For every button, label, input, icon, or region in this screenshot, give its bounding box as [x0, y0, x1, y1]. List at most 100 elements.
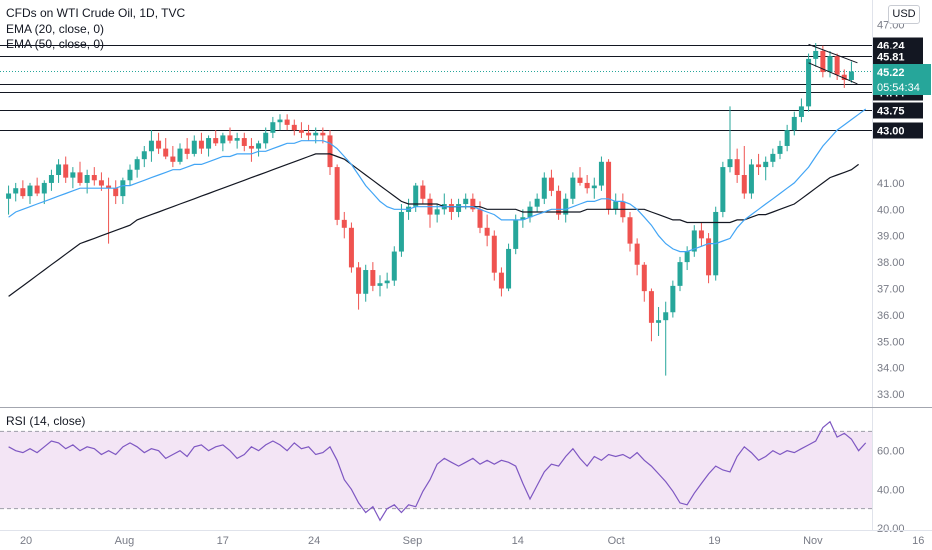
legend-ema20[interactable]: EMA (20, close, 0): [6, 22, 105, 36]
candle-body: [570, 177, 576, 199]
candle-body: [798, 106, 804, 117]
candle-body: [627, 217, 633, 244]
candle-body: [98, 180, 104, 186]
y-tick-label: 39.00: [877, 231, 905, 243]
rsi-line: [8, 420, 867, 522]
candle-body: [727, 159, 733, 168]
candle-body: [377, 283, 383, 286]
candle-body: [606, 161, 612, 210]
candle-body: [127, 169, 133, 181]
candle-body: [256, 143, 262, 149]
y-tick-label: 36.00: [877, 310, 905, 322]
x-tick-label: 19: [708, 535, 720, 547]
candle-body: [34, 185, 40, 194]
rsi-pane[interactable]: 60.00 40.00 20.00: [0, 420, 905, 535]
currency-button[interactable]: USD: [888, 5, 920, 24]
candle-body: [213, 138, 219, 144]
level-label-bg: [873, 48, 923, 65]
candle-body: [20, 188, 26, 197]
candle-body: [27, 185, 33, 197]
candle-body: [484, 227, 490, 236]
candle-body: [191, 140, 197, 154]
candle-body: [670, 285, 676, 313]
candle-body: [77, 172, 83, 183]
legend-title: CFDs on WTI Crude Oil, 1D, TVC: [6, 6, 186, 20]
rsi-tick-label: 60.00: [877, 446, 905, 458]
candle-body: [120, 180, 126, 197]
candle-body: [591, 185, 597, 189]
candle-body: [141, 151, 147, 160]
candle-body: [291, 124, 297, 131]
candle-body: [56, 164, 62, 176]
rsi-band: [0, 431, 872, 509]
legend-ema50[interactable]: EMA (50, close, 0): [6, 37, 105, 51]
x-tick-label: Aug: [115, 535, 135, 547]
candle-body: [448, 204, 454, 212]
last-price-tag: [873, 64, 931, 95]
candle-body: [806, 58, 812, 107]
candle-body: [770, 153, 776, 162]
candle-body: [698, 230, 704, 239]
candle-body: [156, 140, 162, 149]
candle-body: [63, 164, 69, 178]
candle-body: [284, 119, 290, 125]
level-label: 43.75: [877, 106, 905, 118]
candle-body: [6, 193, 12, 199]
y-tick-label: 40.00: [877, 204, 905, 216]
candle-body: [413, 185, 419, 207]
candle-body: [656, 320, 662, 323]
candle-body: [763, 161, 769, 168]
y-tick-label: 37.00: [877, 284, 905, 296]
candle-body: [270, 122, 276, 133]
candle-body: [206, 138, 212, 149]
flag-lower-line: [808, 62, 858, 85]
candle-body: [163, 148, 169, 157]
x-tick-label: 16: [912, 535, 924, 547]
x-tick-label: 14: [512, 535, 524, 547]
candle-body: [13, 188, 19, 194]
x-tick-label: Oct: [608, 535, 625, 547]
candle-body: [313, 132, 319, 136]
candle-body: [356, 267, 362, 294]
x-tick-label: 24: [308, 535, 320, 547]
legend-rsi[interactable]: RSI (14, close): [6, 414, 86, 428]
rsi-tick-label: 40.00: [877, 484, 905, 496]
candle-body: [677, 262, 683, 286]
candle-body: [541, 177, 547, 199]
candle-body: [277, 119, 283, 123]
y-tick-label: 34.00: [877, 363, 905, 375]
candle-body: [320, 132, 326, 136]
candle-body: [648, 291, 654, 323]
candle-body: [263, 132, 269, 144]
price-pane[interactable]: 47.0045.0041.0040.0039.0038.0037.0036.00…: [0, 0, 931, 530]
candle-body: [613, 201, 619, 210]
level-label: 43.00: [877, 126, 905, 138]
candle-body: [298, 130, 304, 133]
candle-body: [220, 135, 226, 144]
candle-body: [248, 145, 254, 149]
candle-body: [398, 211, 404, 252]
candle-body: [784, 130, 790, 146]
y-tick-label: 41.00: [877, 178, 905, 190]
candle-body: [827, 56, 833, 73]
level-label-bg: [873, 122, 923, 139]
candle-body: [70, 172, 76, 178]
candle-body: [384, 280, 390, 284]
candle-body: [834, 56, 840, 75]
time-axis[interactable]: 20Aug1724Sep14Oct19Nov16Dec: [0, 530, 932, 548]
candle-body: [198, 140, 204, 149]
flag-upper-line: [808, 43, 858, 64]
candle-body: [777, 145, 783, 154]
candle-body: [170, 156, 176, 162]
candle-body: [348, 227, 354, 268]
candle-body: [598, 161, 604, 186]
candle-body: [470, 198, 476, 210]
rsi-tick-label: 20.00: [877, 523, 905, 535]
level-label: 45.81: [877, 52, 905, 64]
candle-body: [563, 198, 569, 215]
candle-body: [306, 132, 312, 136]
level-label-bg: [873, 102, 923, 119]
x-tick-label: 20: [20, 535, 32, 547]
candle-body: [756, 164, 762, 168]
